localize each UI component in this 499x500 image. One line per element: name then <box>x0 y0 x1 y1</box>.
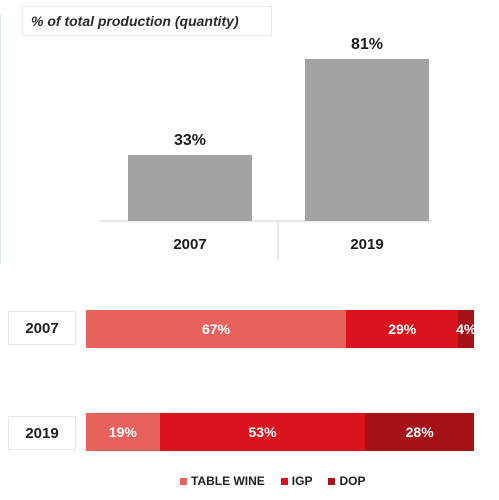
stacked-bar-2019: 19% 53% 28% <box>86 413 474 451</box>
segment-table-wine-2019: 19% <box>86 413 160 451</box>
legend-label: DOP <box>339 474 366 488</box>
tick-label-2019: 2019 <box>350 236 383 253</box>
bar-2007 <box>128 155 252 221</box>
legend-swatch <box>180 477 187 485</box>
segment-label: 19% <box>108 424 137 440</box>
legend-item-table-wine: TABLE WINE <box>180 474 265 488</box>
segment-label: 67% <box>201 321 230 337</box>
segment-dop-2019: 28% <box>365 413 474 451</box>
segment-label: 4% <box>456 321 477 337</box>
row-label-2007: 2007 <box>8 311 76 345</box>
panel-left-rule <box>0 14 1 264</box>
stacked-bar-2007: 67% 29% 4% <box>86 310 477 348</box>
row-label-2019: 2019 <box>8 416 76 450</box>
legend-swatch <box>328 477 336 485</box>
legend-item-dop: DOP <box>328 474 365 488</box>
legend-label: TABLE WINE <box>191 474 265 488</box>
tick-label-2007: 2007 <box>173 236 206 253</box>
legend-swatch <box>280 477 288 485</box>
data-label-2007: 33% <box>174 132 206 149</box>
chart-title: % of total production (quantity) <box>31 13 239 29</box>
segment-igp-2007: 29% <box>345 310 459 348</box>
segment-label: 29% <box>388 321 417 337</box>
vertical-bar-chart: 33% 2007 81% 2019 <box>100 36 432 261</box>
chart-title-box: % of total production (quantity) <box>22 6 272 36</box>
segment-dop-2007: 4% <box>456 310 477 348</box>
segment-igp-2019: 53% <box>159 413 366 451</box>
segment-label: 28% <box>405 424 434 440</box>
segment-label: 53% <box>248 424 277 440</box>
data-label-2019: 81% <box>351 36 383 53</box>
bar-2019 <box>305 59 429 221</box>
legend-item-igp: IGP <box>280 474 313 488</box>
legend-label: IGP <box>291 474 313 488</box>
segment-table-wine-2007: 67% <box>86 310 346 348</box>
legend: TABLE WINE IGP DOP <box>180 474 365 488</box>
